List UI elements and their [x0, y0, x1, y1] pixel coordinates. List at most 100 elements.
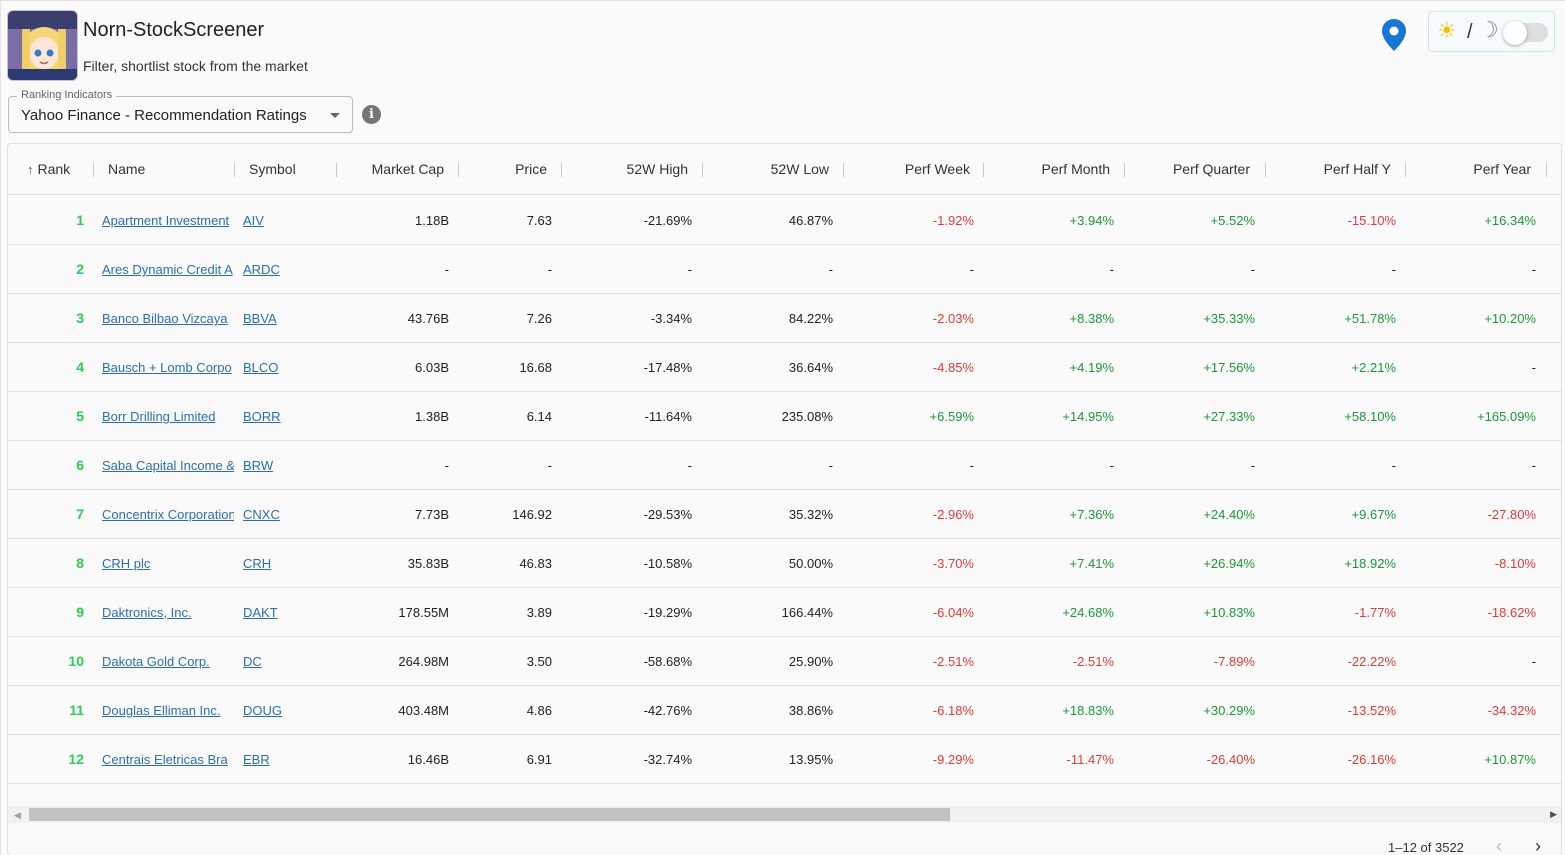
table-row[interactable]: 2 Ares Dynamic Credit A ARDC - - - - - - - - - — [8, 245, 1561, 294]
cell-perf-month: -2.51% — [1072, 654, 1114, 669]
column-header-perf-week[interactable]: Perf Week — [904, 161, 970, 177]
table-row[interactable]: 9 Daktronics, Inc. DAKT 178.55M 3.89 -19.29% 1… — [8, 588, 1561, 637]
column-header-price[interactable]: Price — [515, 161, 547, 177]
cell-price: 16.68 — [519, 360, 552, 375]
sun-icon: ☀ — [1437, 18, 1457, 43]
cell-name-link[interactable]: Banco Bilbao Vizcaya — [102, 311, 228, 326]
scroll-right-arrow-icon[interactable]: ▶ — [1550, 809, 1557, 819]
cell-name-link[interactable]: Borr Drilling Limited — [102, 409, 216, 424]
cell-symbol-link[interactable]: ARDC — [243, 262, 280, 277]
cell-symbol-link[interactable]: DOUG — [243, 703, 282, 718]
app-logo — [7, 10, 78, 81]
horizontal-scrollbar[interactable]: ◀ ▶ — [8, 806, 1561, 823]
previous-page-icon[interactable]: ‹ — [1496, 836, 1502, 855]
cell-symbol-link[interactable]: DC — [243, 654, 262, 669]
scrollbar-thumb[interactable] — [29, 808, 950, 821]
column-separator[interactable] — [843, 163, 844, 177]
table-row[interactable]: 7 Concentrix Corporation CNXC 7.73B 146.92 -2… — [8, 490, 1561, 539]
column-separator[interactable] — [1546, 163, 1547, 177]
column-header-rank[interactable]: ↑ Rank — [27, 144, 70, 195]
cell-52w-low: 38.86% — [788, 703, 833, 718]
cell-symbol-link[interactable]: CNXC — [243, 507, 280, 522]
cell-name-link[interactable]: Apartment Investment — [102, 213, 230, 228]
scroll-left-arrow-icon[interactable]: ◀ — [14, 810, 21, 820]
sort-ascending-icon[interactable]: ↑ — [27, 162, 34, 177]
cell-52w-high: -21.69% — [643, 213, 692, 228]
cell-name-link[interactable]: CRH plc — [102, 556, 151, 571]
cell-symbol-link[interactable]: BRW — [243, 458, 274, 473]
cell-symbol-link[interactable]: EBR — [243, 752, 270, 767]
cell-perf-quarter: +35.33% — [1203, 311, 1255, 326]
column-separator[interactable] — [1405, 163, 1406, 177]
ranking-indicator-select[interactable]: Ranking Indicators Yahoo Finance - Recom… — [8, 89, 353, 133]
column-header-perf-month[interactable]: Perf Month — [1041, 161, 1110, 177]
cell-name-link[interactable]: Saba Capital Income & — [102, 458, 234, 473]
cell-name-link[interactable]: Dakota Gold Corp. — [102, 654, 210, 669]
table-row[interactable]: 11 Douglas Elliman Inc. DOUG 403.48M 4.86 -42… — [8, 686, 1561, 735]
cell-perf-week: - — [969, 262, 974, 277]
cell-rank: 11 — [69, 702, 84, 718]
cell-name-link[interactable]: Daktronics, Inc. — [102, 605, 192, 620]
column-separator[interactable] — [702, 163, 703, 177]
theme-switch-knob[interactable] — [1503, 21, 1527, 45]
column-header-52w-high[interactable]: 52W High — [626, 161, 688, 177]
column-header-name[interactable]: Name — [108, 161, 146, 177]
cell-perf-quarter: -26.40% — [1206, 752, 1255, 767]
cell-perf-year: - — [1531, 458, 1536, 473]
cell-perf-month: +7.36% — [1069, 507, 1114, 522]
table-row[interactable]: 6 Saba Capital Income & BRW - - - - - - - - - — [8, 441, 1561, 490]
column-header-perf-year[interactable]: Perf Year — [1473, 161, 1531, 177]
cell-price: 146.92 — [512, 507, 552, 522]
cell-52w-high: -19.29% — [643, 605, 692, 620]
column-separator[interactable] — [234, 163, 235, 177]
cell-symbol-link[interactable]: BORR — [243, 409, 281, 424]
cell-symbol-link[interactable]: DAKT — [243, 605, 278, 620]
cell-symbol-link[interactable]: AIV — [243, 213, 264, 228]
next-page-icon[interactable]: › — [1535, 836, 1541, 855]
cell-perf-half-y: -15.10% — [1347, 213, 1396, 228]
cell-perf-half-y: -13.52% — [1347, 703, 1396, 718]
cell-market-cap: 264.98M — [398, 654, 449, 669]
cell-symbol-link[interactable]: CRH — [243, 556, 272, 571]
table-row[interactable]: 10 Dakota Gold Corp. DC 264.98M 3.50 -58.68% 2… — [8, 637, 1561, 686]
cell-name-link[interactable]: Douglas Elliman Inc. — [102, 703, 221, 718]
table-row[interactable]: 12 Centrais Eletricas Bra EBR 16.46B 6.91 -32… — [8, 735, 1561, 784]
cell-perf-year: -27.80% — [1487, 507, 1536, 522]
cell-name-link[interactable]: Centrais Eletricas Bra — [102, 752, 228, 767]
info-icon[interactable]: i — [362, 105, 381, 124]
cell-perf-quarter: +5.52% — [1210, 213, 1255, 228]
cell-name-link[interactable]: Concentrix Corporation — [102, 507, 234, 522]
column-separator[interactable] — [336, 163, 337, 177]
table-row[interactable]: 1 Apartment Investment AIV 1.18B 7.63 -21.69%… — [8, 196, 1561, 245]
cell-52w-low: 13.95% — [788, 752, 833, 767]
column-header-symbol[interactable]: Symbol — [249, 161, 296, 177]
column-separator[interactable] — [1124, 163, 1125, 177]
cell-perf-year: +10.87% — [1484, 752, 1536, 767]
cell-perf-year: +16.34% — [1484, 213, 1536, 228]
cell-name-link[interactable]: Ares Dynamic Credit A — [102, 262, 233, 277]
cell-symbol-link[interactable]: BLCO — [243, 360, 279, 375]
table-row[interactable]: 5 Borr Drilling Limited BORR 1.38B 6.14 -11.6… — [8, 392, 1561, 441]
location-pin-icon[interactable] — [1381, 18, 1407, 52]
cell-price: - — [547, 458, 552, 473]
column-header-perf-half-y[interactable]: Perf Half Y — [1323, 161, 1391, 177]
column-separator[interactable] — [561, 163, 562, 177]
cell-perf-year: -34.32% — [1487, 703, 1536, 718]
table-row[interactable]: 8 CRH plc CRH 35.83B 46.83 -10.58% 50.00% -3.70… — [8, 539, 1561, 588]
cell-market-cap: 1.38B — [415, 409, 449, 424]
column-separator[interactable] — [1265, 163, 1266, 177]
column-header-perf-quarter[interactable]: Perf Quarter — [1172, 161, 1250, 177]
cell-symbol-link[interactable]: BBVA — [243, 311, 277, 326]
stock-table: ↑ Rank Name Symbol Market Cap Price 52W H… — [7, 143, 1562, 855]
column-header-52w-low[interactable]: 52W Low — [770, 161, 829, 177]
column-separator[interactable] — [458, 163, 459, 177]
column-header-market-cap[interactable]: Market Cap — [371, 161, 444, 177]
column-separator[interactable] — [93, 163, 94, 177]
table-row[interactable]: 3 Banco Bilbao Vizcaya BBVA 43.76B 7.26 -3.34… — [8, 294, 1561, 343]
cell-perf-month: +3.94% — [1069, 213, 1114, 228]
table-row[interactable]: 4 Bausch + Lomb Corpo BLCO 6.03B 16.68 -17.48… — [8, 343, 1561, 392]
cell-name-link[interactable]: Bausch + Lomb Corpo — [102, 360, 232, 375]
cell-market-cap: 7.73B — [415, 507, 449, 522]
cell-perf-month: +4.19% — [1069, 360, 1114, 375]
column-separator[interactable] — [983, 163, 984, 177]
